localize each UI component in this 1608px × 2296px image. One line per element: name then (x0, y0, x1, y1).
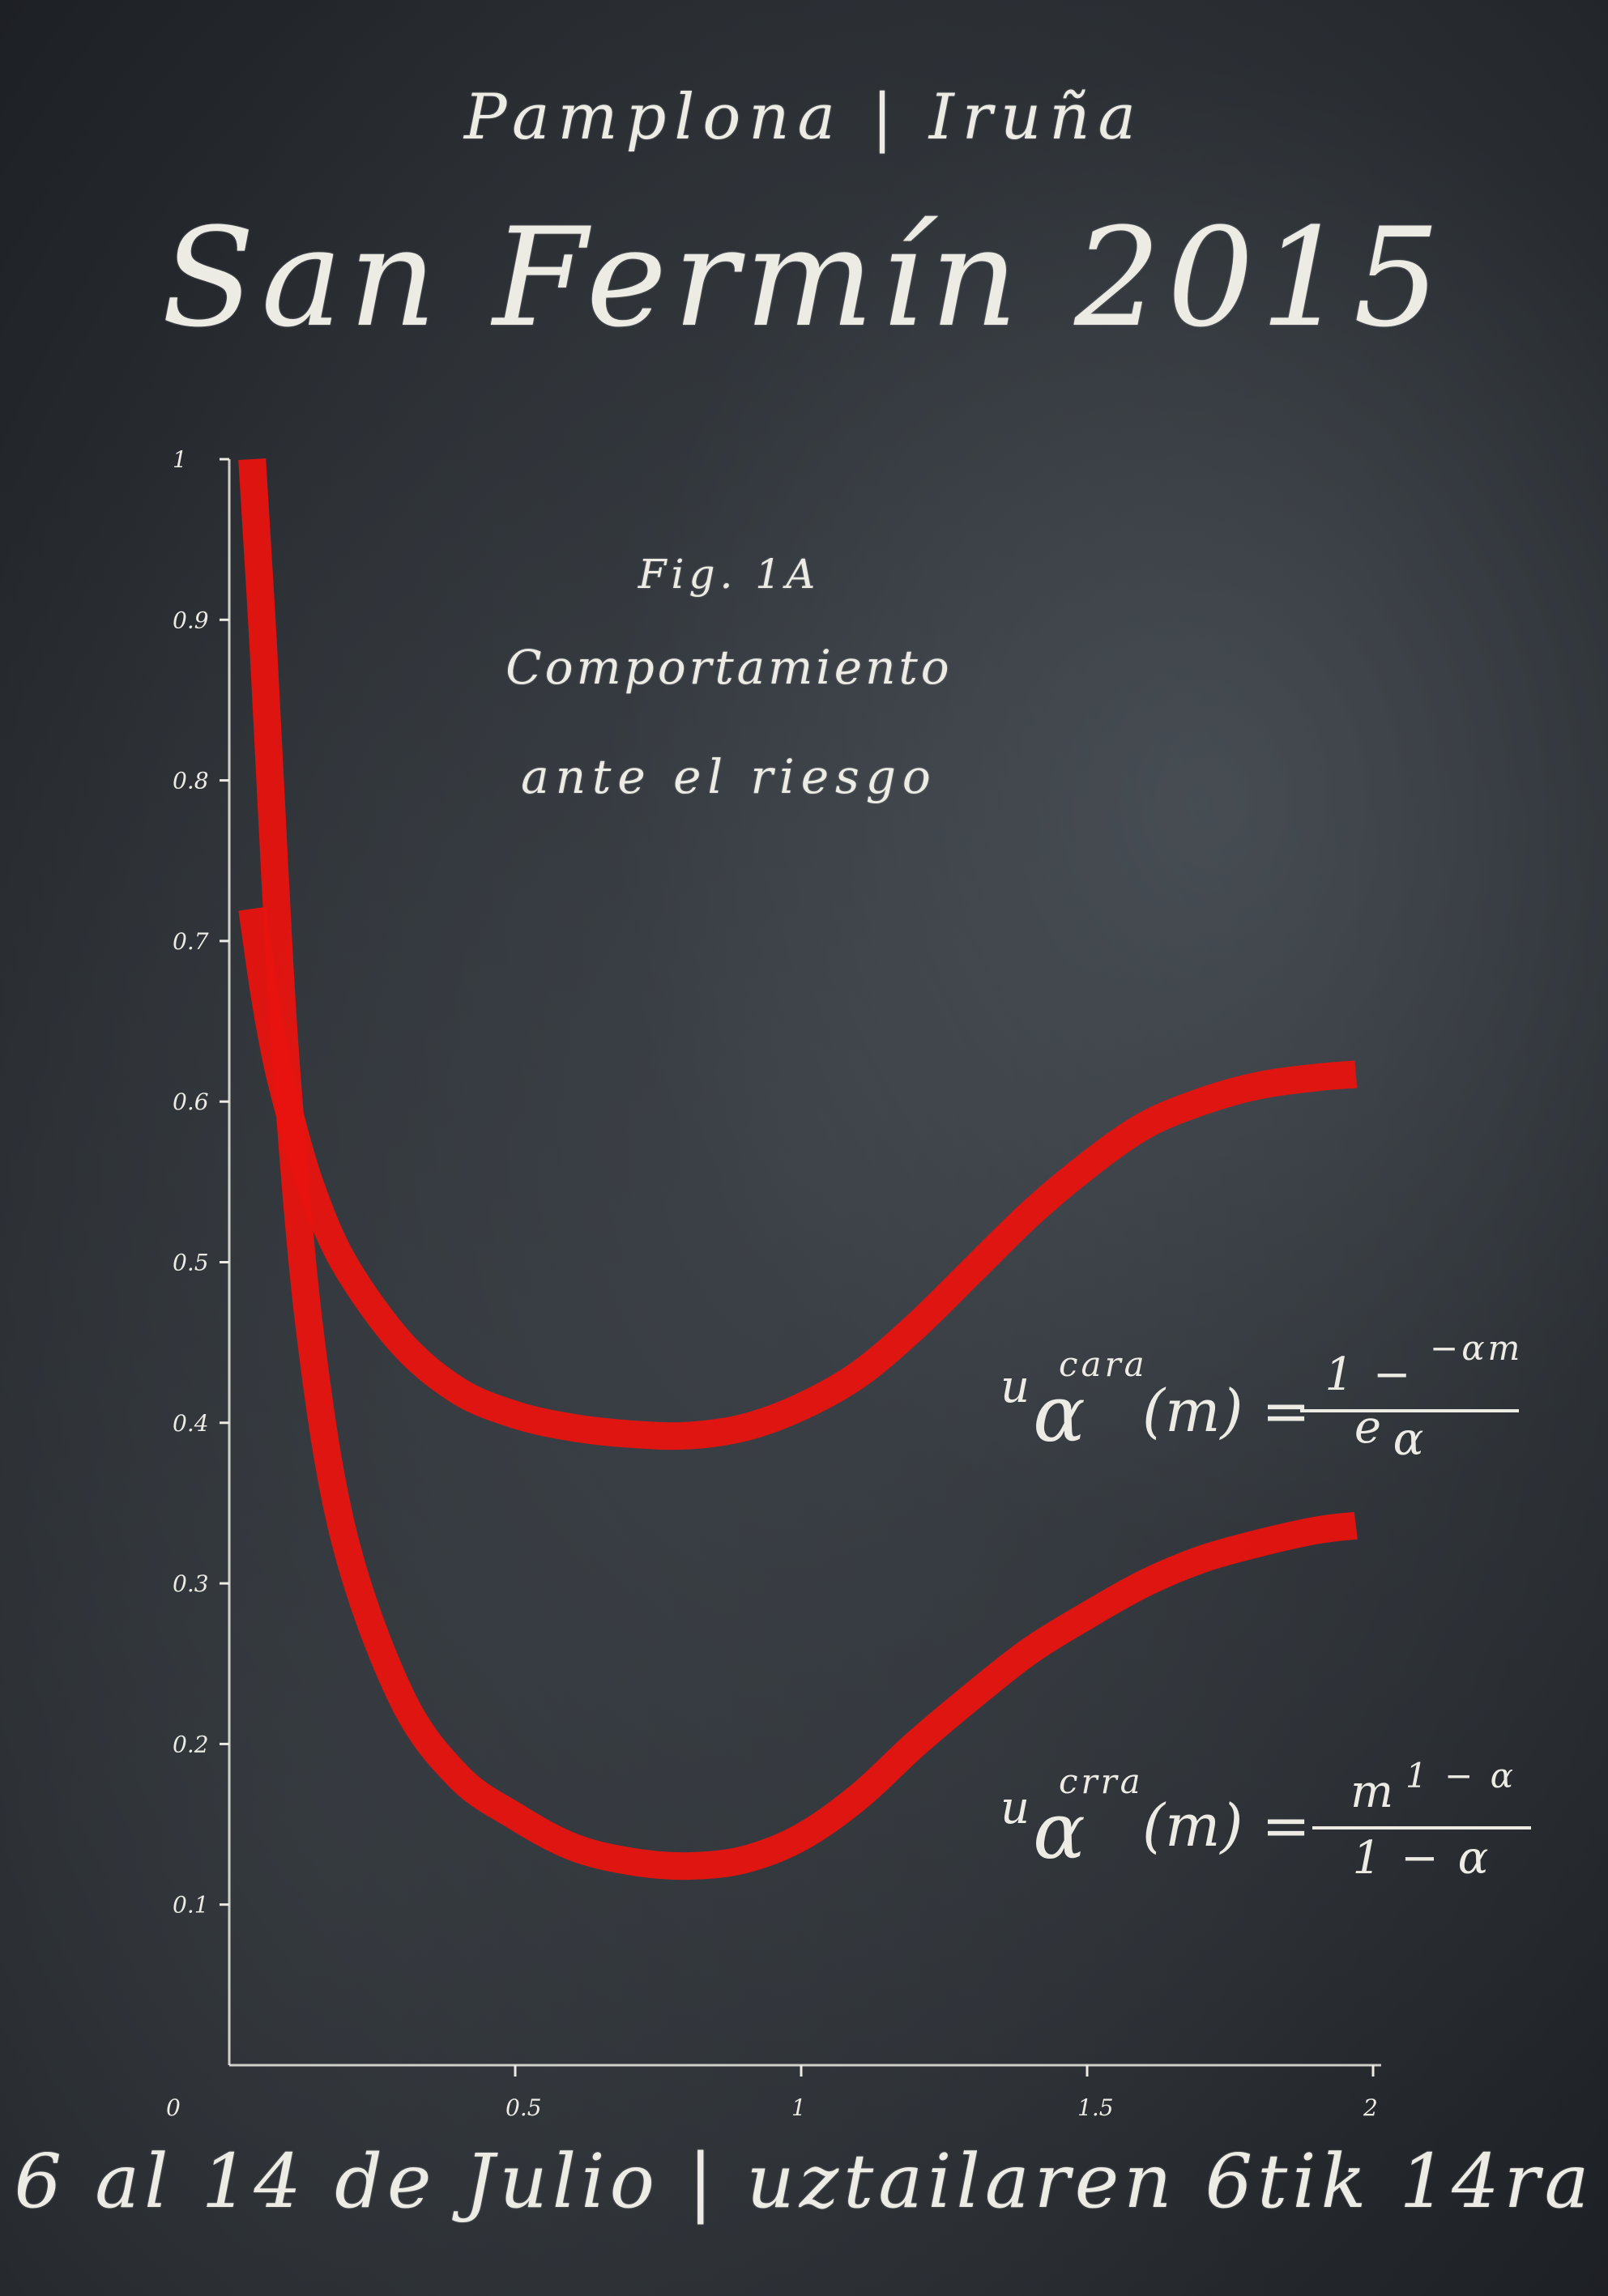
x-tick-label: 1.5 (1077, 2094, 1114, 2121)
crra-utility-formula: u α crra (m) = m 1 − α 1 − α (1000, 1741, 1567, 1903)
utility-curve-2 (238, 458, 1358, 1881)
x-tick-label: 1 (791, 2094, 806, 2121)
formula-fraction-bar (1300, 1409, 1519, 1412)
y-tick-label: 0.8 (173, 768, 209, 794)
x-tick-label: 0.5 (505, 2094, 542, 2121)
formula-symbol: u (1000, 1782, 1030, 1834)
festival-dates: 6 al 14 de Julio | uztailaren 6tik 14ra (14, 2138, 1594, 2225)
formula-fraction-bar (1312, 1826, 1531, 1830)
chart-ticks: 0.1 0.2 0.3 0.4 0.5 0.6 0.7 0.8 0.9 1 0 0.5 1 1.5 2 (166, 446, 1378, 2121)
y-tick-label: 0.7 (173, 928, 209, 955)
x-tick-label: 0 (166, 2094, 181, 2121)
y-tick-label: 1 (173, 446, 187, 473)
cara-utility-formula: u α cara (m) = 1 − e −αm α (1000, 1328, 1567, 1490)
formula-subscript: α (1033, 1786, 1086, 1876)
formula-argument: (m) = (1142, 1791, 1311, 1859)
formula-symbol: u (1000, 1361, 1030, 1413)
formula-numerator: m (1350, 1766, 1397, 1818)
formula-numerator-exponent: −αm (1430, 1328, 1524, 1368)
y-tick-label: 0.2 (173, 1731, 209, 1757)
x-tick-label: 2 (1363, 2094, 1378, 2121)
formula-subscript: α (1033, 1369, 1086, 1459)
y-tick-label: 0.6 (173, 1088, 209, 1115)
formula-superscript: crra (1059, 1761, 1144, 1801)
formula-argument: (m) = (1142, 1377, 1311, 1445)
poster-city: Pamplona | Iruña (464, 81, 1144, 154)
formula-denominator: α (1393, 1413, 1427, 1466)
figure-caption-line-2: ante el riesgo (521, 749, 937, 804)
poster-title: San Fermín 2015 (161, 198, 1447, 357)
formula-numerator: 1 − e (1324, 1348, 1414, 1454)
figure-caption-line-1: Comportamiento (505, 640, 953, 695)
y-tick-label: 0.4 (173, 1410, 209, 1437)
figure-number: Fig. 1A (638, 551, 821, 598)
chart-curves (238, 458, 1358, 1881)
formula-denominator: 1 − α (1352, 1832, 1491, 1885)
y-tick-label: 0.3 (173, 1570, 209, 1597)
y-tick-label: 0.9 (173, 607, 209, 633)
y-tick-label: 0.1 (173, 1892, 209, 1919)
formula-superscript: cara (1059, 1344, 1148, 1384)
formula-numerator-exponent: 1 − α (1405, 1756, 1516, 1795)
y-tick-label: 0.5 (173, 1250, 209, 1276)
